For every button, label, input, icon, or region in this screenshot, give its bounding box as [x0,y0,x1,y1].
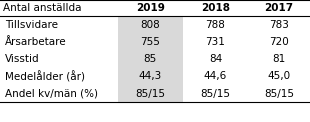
Text: 85/15: 85/15 [135,89,165,99]
Text: Andel kv/män (%): Andel kv/män (%) [5,89,98,99]
Text: Tillsvidare: Tillsvidare [5,20,58,30]
Text: 783: 783 [269,20,289,30]
Text: Årsarbetare: Årsarbetare [5,37,66,47]
Text: 45,0: 45,0 [268,71,290,81]
Text: 720: 720 [269,37,289,47]
Text: Visstid: Visstid [5,54,39,64]
Text: 731: 731 [206,37,225,47]
Bar [118,16,183,33]
Text: 44,3: 44,3 [139,71,162,81]
Text: 755: 755 [140,37,160,47]
Text: 84: 84 [209,54,222,64]
Bar [118,33,183,51]
Text: 2018: 2018 [201,3,230,13]
Bar [118,68,183,85]
Text: 85/15: 85/15 [201,89,230,99]
Text: Medelålder (år): Medelålder (år) [5,71,85,82]
Text: 2019: 2019 [136,3,165,13]
Text: 808: 808 [140,20,160,30]
Text: 44,6: 44,6 [204,71,227,81]
Text: Antal anställda: Antal anställda [3,3,82,13]
Text: 85: 85 [144,54,157,64]
Bar [118,51,183,68]
Bar [118,85,183,102]
Text: 81: 81 [272,54,286,64]
Text: 2017: 2017 [264,3,294,13]
Text: 788: 788 [206,20,225,30]
Text: 85/15: 85/15 [264,89,294,99]
